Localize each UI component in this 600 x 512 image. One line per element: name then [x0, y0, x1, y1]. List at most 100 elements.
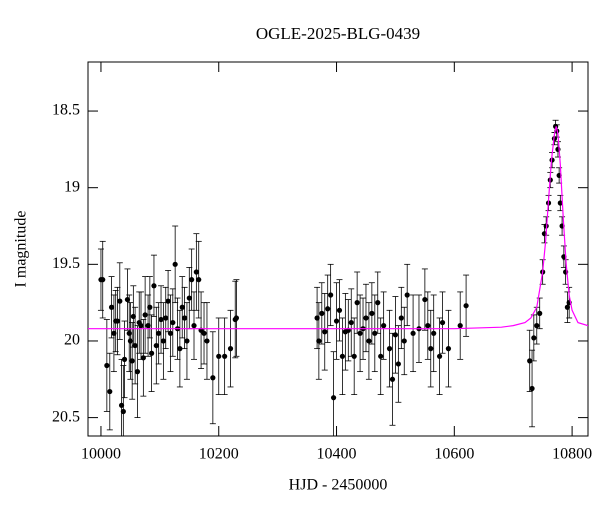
data-point — [170, 319, 176, 326]
data-point — [111, 330, 117, 336]
data-point — [333, 318, 340, 324]
data-point — [328, 292, 334, 298]
x-tick-label: 10600 — [434, 446, 474, 463]
data-point — [210, 375, 216, 381]
data-point — [227, 346, 234, 352]
data-point — [151, 283, 157, 289]
data-point — [431, 330, 437, 336]
chart-title: OGLE-2025-BLG-0439 — [256, 24, 420, 43]
data-point — [564, 304, 570, 310]
data-point — [348, 319, 354, 326]
data-point — [147, 304, 153, 310]
data-point — [107, 388, 113, 395]
data-point — [118, 402, 125, 408]
data-point — [531, 335, 537, 341]
data-point — [375, 300, 381, 306]
data-point — [457, 323, 463, 329]
y-tick-label: 19 — [64, 178, 80, 195]
data-point — [124, 296, 131, 303]
data-point — [138, 323, 144, 329]
data-point — [445, 346, 452, 352]
data-point — [428, 346, 434, 352]
data-point — [537, 310, 543, 316]
data-point — [181, 315, 188, 321]
y-tick-label: 18.5 — [52, 102, 80, 119]
data-point — [398, 315, 404, 321]
data-point — [179, 304, 185, 310]
data-point — [392, 332, 399, 338]
data-point — [216, 353, 222, 359]
data-point — [351, 353, 357, 359]
data-point — [165, 298, 171, 304]
data-point — [322, 329, 328, 335]
data-point — [191, 323, 197, 329]
data-point — [149, 350, 155, 356]
x-axis-label: HJD - 2450000 — [289, 477, 388, 494]
data-point — [386, 346, 393, 352]
data-point — [172, 261, 178, 267]
data-point — [204, 338, 210, 344]
data-point — [325, 306, 331, 312]
data-point — [145, 323, 151, 329]
data-point — [114, 318, 121, 324]
data-point — [153, 342, 159, 349]
data-point — [108, 304, 115, 310]
plot-frame — [87, 61, 589, 437]
data-point — [160, 338, 166, 344]
data-point — [381, 323, 387, 329]
data-point — [410, 330, 416, 336]
data-point — [186, 295, 192, 301]
data-point — [463, 303, 469, 309]
data-point — [378, 353, 384, 359]
data-point — [117, 298, 123, 304]
data-point — [425, 323, 431, 329]
y-tick-label: 19.5 — [52, 255, 80, 272]
y-tick-label: 20 — [64, 332, 80, 349]
data-point — [436, 353, 443, 359]
data-point — [330, 395, 337, 401]
data-point — [130, 313, 136, 320]
data-point — [233, 315, 240, 321]
x-tick-label: 10400 — [317, 446, 357, 463]
data-point — [121, 356, 128, 362]
data-point — [369, 310, 375, 316]
data-point — [389, 376, 396, 382]
data-point — [156, 330, 162, 336]
data-point — [314, 315, 320, 321]
data-point — [404, 292, 410, 298]
data-point — [142, 312, 148, 318]
data-point — [439, 319, 446, 326]
x-tick-label: 10800 — [552, 446, 592, 463]
data-point — [316, 338, 322, 344]
data-point — [395, 361, 401, 367]
data-point — [104, 362, 110, 369]
data-point — [100, 277, 106, 283]
data-point — [189, 277, 195, 283]
data-point — [132, 342, 138, 349]
data-point — [319, 310, 325, 316]
data-point — [401, 338, 407, 344]
data-point — [422, 296, 428, 303]
data-point — [557, 200, 563, 206]
data-point — [201, 330, 207, 336]
data-point — [158, 316, 164, 323]
data-point — [363, 315, 369, 321]
data-point — [534, 323, 540, 329]
y-tick-label: 20.5 — [52, 408, 80, 425]
data-point — [120, 408, 126, 415]
data-point — [354, 300, 360, 306]
data-point — [366, 338, 372, 344]
data-point — [357, 330, 363, 336]
data-point — [167, 330, 174, 336]
model-curve — [88, 126, 588, 330]
x-tick-label: 10000 — [81, 446, 121, 463]
data-point — [193, 269, 199, 275]
data-point — [336, 307, 343, 313]
data-point — [184, 338, 190, 344]
data-point — [134, 369, 141, 375]
data-point — [222, 353, 228, 359]
x-tick-label: 10200 — [199, 446, 239, 463]
data-point — [339, 353, 346, 359]
data-point — [527, 358, 533, 364]
